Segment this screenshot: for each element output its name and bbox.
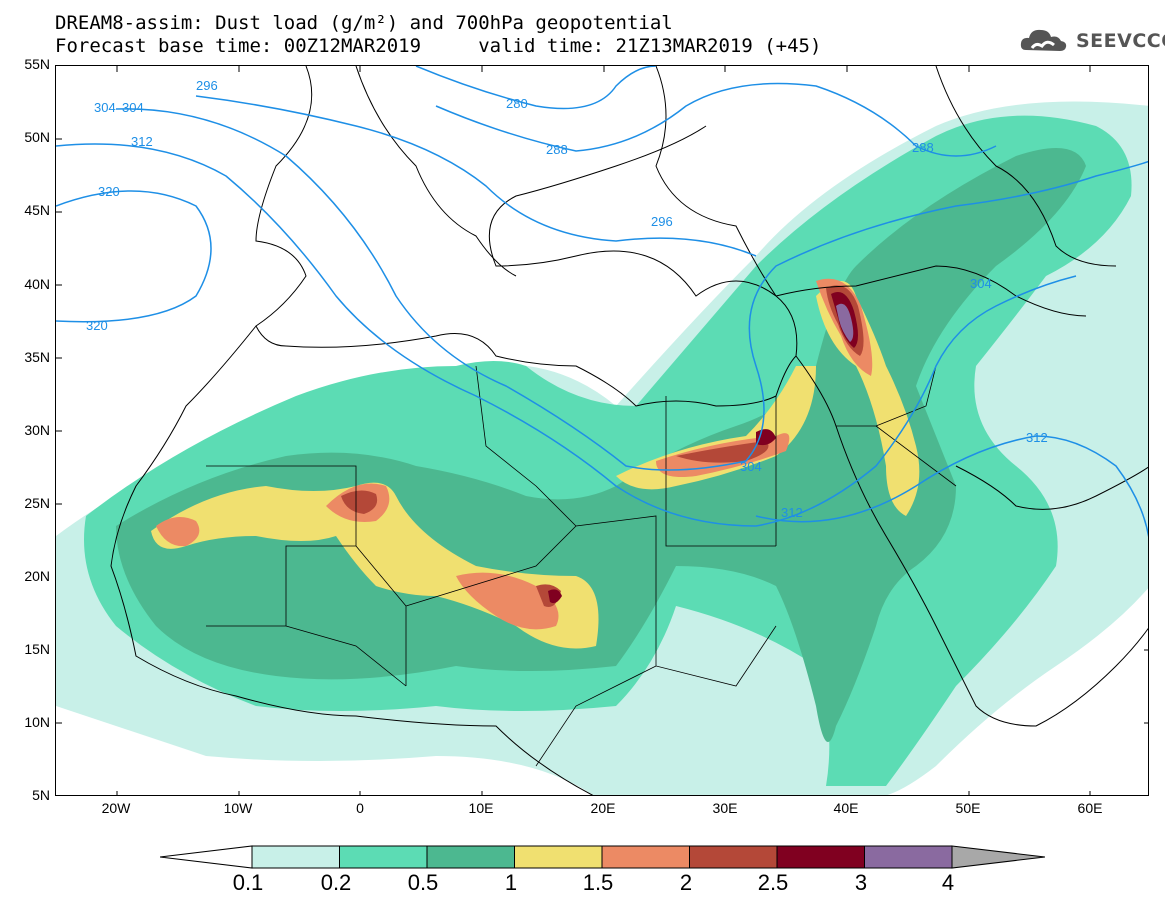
colorbar-high-triangle <box>951 845 1045 869</box>
contour-label: 296 <box>196 78 218 93</box>
lat-label-15n: 15N <box>24 641 50 657</box>
colorbar-swatch <box>251 845 340 869</box>
lon-label-50e: 50E <box>955 800 981 816</box>
lon-label-20e: 20E <box>590 800 616 816</box>
lat-label-50n: 50N <box>24 129 50 145</box>
contour-label: 304 <box>740 459 762 474</box>
colorbar-swatch <box>689 845 778 869</box>
colorbar-swatch <box>426 845 515 869</box>
coastlines <box>110 66 1148 795</box>
colorbar-swatch <box>601 845 690 869</box>
colorbar-label-0.5: 0.5 <box>407 870 439 895</box>
lat-label-5n: 5N <box>32 787 50 803</box>
contour-label: 304 <box>122 100 144 115</box>
colorbar-swatch <box>864 845 953 869</box>
contour-label: 320 <box>98 184 120 199</box>
forecast-time-subtitle: Forecast base time: 00Z12MAR2019 valid t… <box>55 35 822 57</box>
cloud-icon <box>1020 29 1067 51</box>
contour-label: 296 <box>651 214 673 229</box>
colorbar-label-1.5: 1.5 <box>582 870 614 895</box>
contour-label: 320 <box>86 318 108 333</box>
contour-label: 304 <box>94 100 116 115</box>
lat-label-30n: 30N <box>24 422 50 438</box>
lat-label-10n: 10N <box>24 714 50 730</box>
geopotential-contours <box>56 66 1148 538</box>
colorbar-label-2: 2 <box>679 870 693 895</box>
colorbar-swatch <box>776 845 865 869</box>
dust-band-2 <box>341 285 864 607</box>
contour-label: 312 <box>131 134 153 149</box>
colorbar-label-2.5: 2.5 <box>757 870 789 895</box>
lon-label-30e: 30E <box>712 800 738 816</box>
colorbar-swatch <box>339 845 428 869</box>
lat-label-20n: 20N <box>24 568 50 584</box>
lat-label-25n: 25N <box>24 495 50 511</box>
lon-label-0: 0 <box>356 800 364 816</box>
contour-labels: 296 304 304 312 320 320 280 288 288 296 304 312 304 3… <box>86 78 1048 520</box>
colorbar-label-3: 3 <box>854 870 868 895</box>
contour-label: 288 <box>912 140 934 155</box>
dust-colorbar <box>160 845 1045 869</box>
lat-label-45n: 45N <box>24 202 50 218</box>
contour-label: 312 <box>781 505 803 520</box>
dust-load-map[interactable]: 296 304 304 312 320 320 280 288 288 296 304 312 304 3… <box>55 65 1149 796</box>
lon-label-20w: 20W <box>101 800 131 816</box>
country-borders <box>206 365 957 767</box>
logo-text: SEEVCCC <box>1076 30 1165 52</box>
colorbar-label-0.1: 0.1 <box>232 870 264 895</box>
colorbar-label-0.2: 0.2 <box>320 870 352 895</box>
lon-label-60e: 60E <box>1077 800 1103 816</box>
lon-label-10e: 10E <box>468 800 494 816</box>
map-title: DREAM8-assim: Dust load (g/m²) and 700hP… <box>55 12 673 34</box>
lon-label-10w: 10W <box>223 800 253 816</box>
lat-label-35n: 35N <box>24 349 50 365</box>
contour-label: 312 <box>1026 430 1048 445</box>
seevccc-logo: SEEVCCC <box>1018 24 1165 58</box>
contour-label: 288 <box>546 142 568 157</box>
lon-label-40e: 40E <box>833 800 859 816</box>
lat-label-40n: 40N <box>24 276 50 292</box>
colorbar-swatch <box>514 845 603 869</box>
colorbar-label-4: 4 <box>941 870 955 895</box>
contour-label: 280 <box>506 96 528 111</box>
colorbar-label-1: 1 <box>504 870 518 895</box>
colorbar-low-triangle <box>160 845 253 869</box>
dust-band-3 <box>836 303 854 342</box>
contour-label: 304 <box>970 276 992 291</box>
lat-label-55n: 55N <box>24 56 50 72</box>
